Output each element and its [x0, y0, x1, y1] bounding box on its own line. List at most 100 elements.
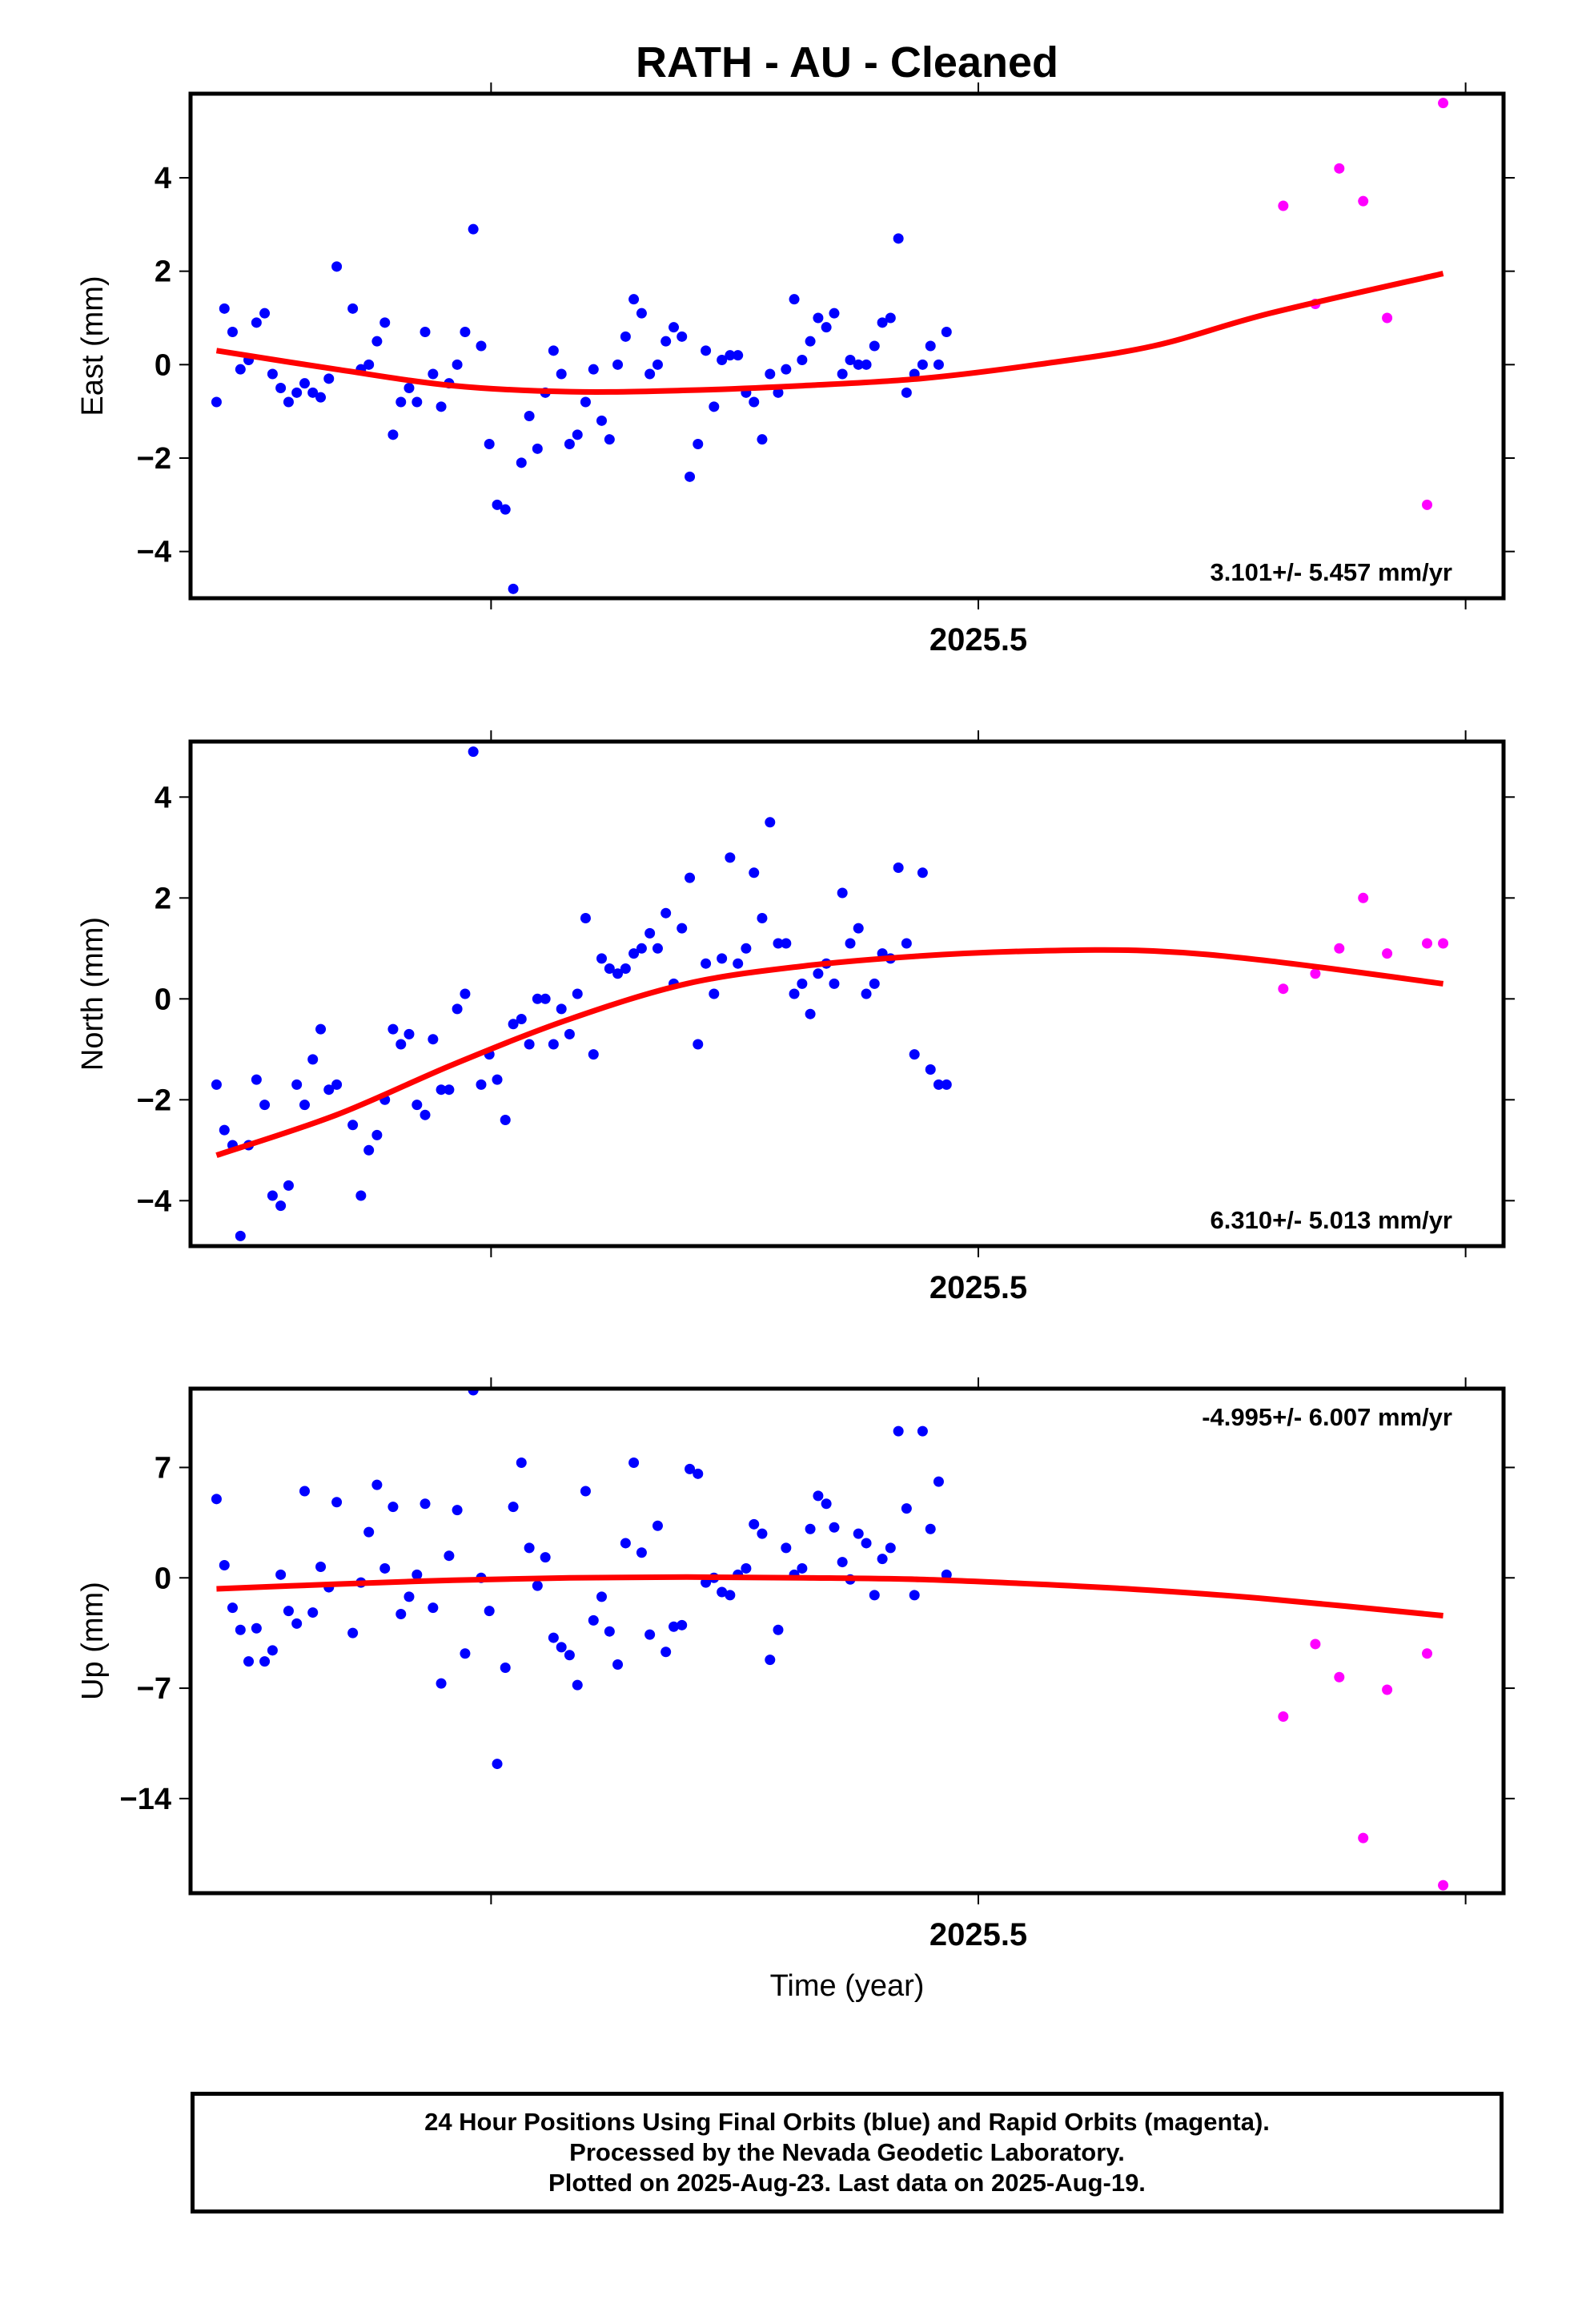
- up-final-point: [941, 1569, 952, 1580]
- north-final-point: [1046, 0, 1056, 6]
- up-final-point: [612, 1659, 624, 1671]
- east-final-point: [661, 336, 672, 347]
- north-final-point: [693, 1039, 704, 1050]
- east-final-point: [524, 411, 535, 421]
- east-final-point: [1239, 0, 1249, 6]
- north-final-point: [548, 1039, 559, 1050]
- east-final-point: [1014, 0, 1024, 6]
- up-final-point: [1054, 0, 1064, 6]
- east-final-point: [1062, 0, 1072, 6]
- north-final-point: [813, 968, 824, 979]
- east-final-point: [227, 327, 238, 337]
- north-final-point: [259, 1100, 271, 1111]
- up-final-point: [540, 1552, 551, 1563]
- up-final-point: [797, 1562, 808, 1574]
- up-final-point: [933, 1476, 944, 1487]
- up-final-point: [235, 1624, 246, 1635]
- east-final-point: [379, 317, 391, 328]
- north-final-point: [741, 943, 752, 954]
- up-final-point: [428, 1602, 439, 1614]
- east-final-point: [612, 359, 624, 370]
- north-final-point: [323, 1084, 335, 1096]
- north-final-point: [492, 1074, 503, 1085]
- north-final-point: [1070, 0, 1080, 6]
- north-final-point: [596, 953, 608, 964]
- east-final-point: [259, 308, 271, 319]
- north-final-point: [1102, 0, 1112, 6]
- north-final-point: [1086, 0, 1096, 6]
- east-final-point: [620, 331, 631, 342]
- east-rapid-point: [1382, 312, 1393, 324]
- east-final-point: [331, 261, 343, 272]
- north-final-point: [717, 953, 728, 964]
- east-final-point: [283, 396, 294, 408]
- east-final-point: [757, 434, 768, 445]
- up-final-point: [1198, 0, 1208, 6]
- north-ytick-label: 4: [155, 781, 171, 814]
- north-final-point: [917, 867, 928, 879]
- east-final-point: [709, 401, 720, 412]
- east-final-point: [1038, 0, 1048, 6]
- up-final-point: [885, 1542, 896, 1554]
- east-ytick-label: 2: [155, 255, 171, 289]
- up-final-point: [500, 1662, 511, 1673]
- north-final-point: [532, 993, 543, 1004]
- north-final-point: [1118, 0, 1128, 6]
- north-final-point: [235, 1230, 246, 1241]
- north-final-point: [773, 938, 784, 949]
- north-rapid-point: [1422, 938, 1433, 949]
- up-final-point: [1086, 0, 1096, 6]
- north-rapid-point: [1438, 938, 1449, 949]
- east-final-point: [749, 396, 760, 408]
- east-final-point: [460, 327, 471, 337]
- east-final-point: [636, 308, 647, 319]
- east-final-point: [958, 0, 968, 6]
- up-final-point: [363, 1526, 375, 1538]
- north-final-point: [387, 1023, 399, 1035]
- east-final-point: [492, 499, 503, 510]
- north-final-point: [1054, 0, 1064, 6]
- east-final-point: [966, 0, 976, 6]
- up-final-point: [211, 1494, 222, 1505]
- north-final-point: [636, 943, 647, 954]
- up-rapid-point: [1278, 1711, 1289, 1722]
- up-final-point: [283, 1606, 294, 1617]
- east-frame: [188, 91, 1506, 601]
- east-final-point: [275, 383, 287, 393]
- north-final-point: [869, 978, 880, 989]
- up-final-point: [524, 1542, 535, 1554]
- up-final-point: [291, 1618, 303, 1629]
- up-final-point: [869, 1590, 880, 1601]
- east-final-point: [845, 355, 856, 365]
- up-final-point: [982, 0, 992, 6]
- north-final-point: [701, 958, 712, 969]
- north-final-point: [725, 852, 736, 863]
- east-final-point: [853, 359, 864, 370]
- up-rate-text: -4.995+/- 6.007 mm/yr: [1202, 1403, 1452, 1431]
- east-final-point: [299, 378, 310, 389]
- up-final-point: [299, 1486, 310, 1497]
- east-xtick-label: 2025.5: [930, 622, 1027, 657]
- east-final-point: [387, 429, 399, 440]
- up-rapid-point: [1334, 1671, 1345, 1683]
- up-frame: [188, 1386, 1506, 1896]
- east-final-point: [436, 401, 447, 412]
- north-final-point: [757, 913, 768, 923]
- north-final-point: [556, 1003, 567, 1015]
- east-final-point: [1158, 0, 1169, 6]
- up-final-point: [1191, 0, 1201, 6]
- up-final-point: [516, 1458, 527, 1469]
- up-final-point: [219, 1560, 230, 1570]
- up-final-point: [331, 1497, 343, 1508]
- north-final-point: [1006, 0, 1016, 6]
- north-final-point: [829, 978, 840, 989]
- north-final-point: [909, 1049, 920, 1060]
- up-final-point: [1239, 0, 1249, 6]
- footer-line-1: 24 Hour Positions Using Final Orbits (bl…: [424, 2108, 1270, 2136]
- north-final-point: [1166, 0, 1176, 6]
- up-final-point: [596, 1591, 608, 1602]
- chart-title: RATH - AU - Cleaned: [636, 38, 1058, 86]
- up-final-point: [1207, 0, 1217, 6]
- north-final-point: [966, 0, 976, 6]
- east-final-point: [548, 345, 559, 356]
